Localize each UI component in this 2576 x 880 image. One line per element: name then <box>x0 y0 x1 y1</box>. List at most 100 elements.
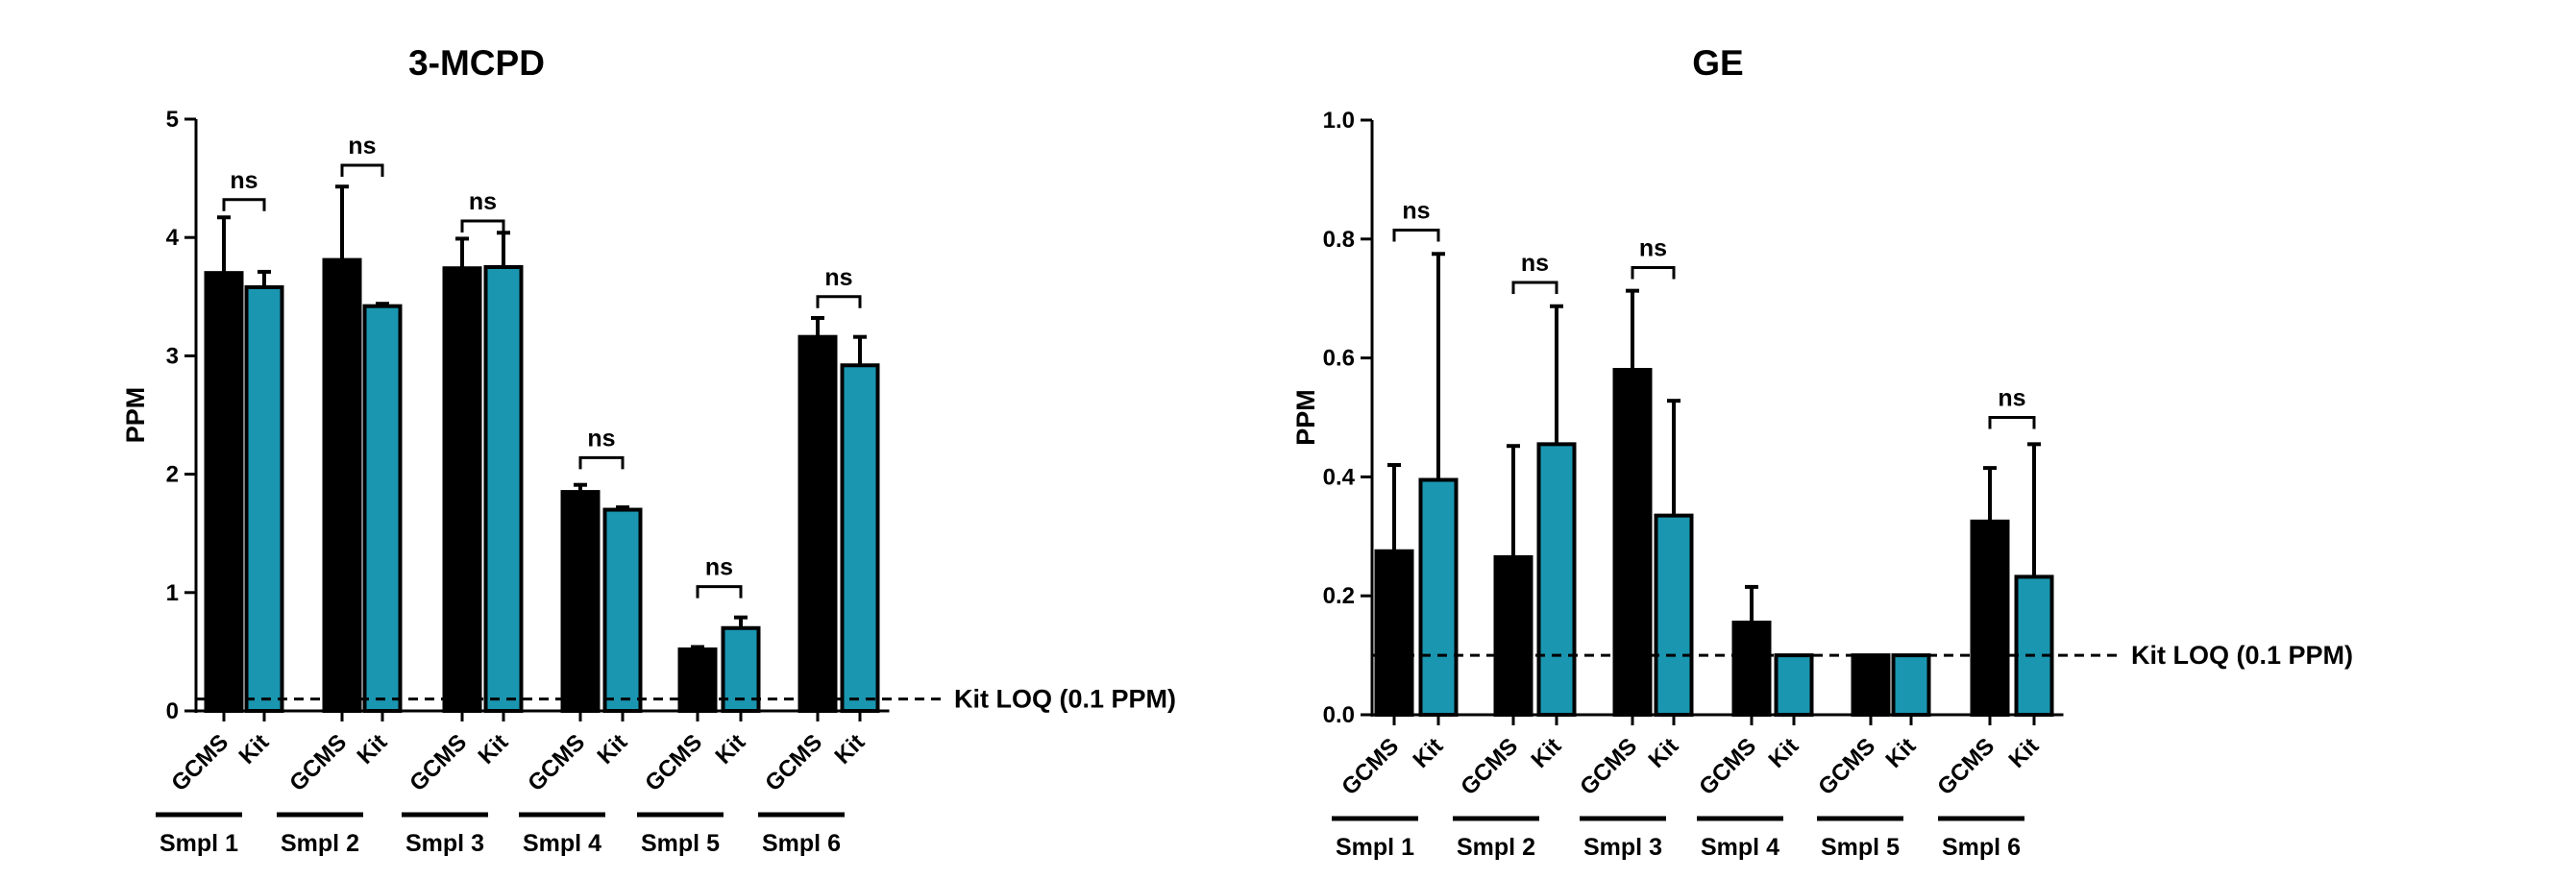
y-tick-label: 0.8 <box>1323 227 1355 253</box>
x-tick-label: Kit <box>1409 733 1449 773</box>
group-label: Smpl 2 <box>281 830 359 857</box>
y-tick-label: 4 <box>166 225 180 251</box>
bar <box>1418 477 1459 717</box>
significance-bracket <box>578 455 625 470</box>
x-tick-label: Kit <box>1764 733 1804 773</box>
y-tick-label: 2 <box>166 462 179 488</box>
bar <box>677 647 718 713</box>
y-tick-label: 1 <box>166 580 179 606</box>
x-tick-label: Kit <box>711 729 751 770</box>
bar <box>483 265 524 713</box>
x-tick-label: GCMS <box>1456 733 1523 800</box>
reference-line-label: Kit LOQ (0.1 PPM) <box>2131 641 2353 670</box>
bar <box>204 271 244 713</box>
group-label: Smpl 5 <box>641 830 720 857</box>
group-label: Smpl 4 <box>523 830 601 857</box>
bar <box>797 334 838 713</box>
bar <box>322 257 362 713</box>
group-label: Smpl 3 <box>405 830 484 857</box>
significance-label: ns <box>348 133 376 159</box>
y-tick-label: 3 <box>166 343 179 369</box>
group-label: Smpl 4 <box>1701 834 1779 861</box>
y-tick-label: 5 <box>166 107 179 133</box>
x-tick-label: Kit <box>1644 733 1684 773</box>
x-tick-label: Kit <box>593 729 633 770</box>
bar <box>362 304 403 713</box>
significance-bracket <box>1511 281 1558 294</box>
significance-label: ns <box>1521 250 1549 277</box>
bar <box>840 363 880 713</box>
x-tick-label: GCMS <box>760 729 827 796</box>
significance-label: ns <box>705 554 733 581</box>
chart-title: 3-MCPD <box>408 43 545 83</box>
x-tick-label: GCMS <box>405 729 472 796</box>
group-label: Smpl 3 <box>1583 834 1662 861</box>
significance-label: ns <box>587 425 615 452</box>
significance-label: ns <box>1402 198 1430 225</box>
x-tick-label: GCMS <box>1813 733 1880 800</box>
bar <box>1536 442 1577 717</box>
y-axis-label: PPM <box>1291 389 1320 446</box>
x-tick-label: GCMS <box>166 729 233 796</box>
group-label: Smpl 6 <box>762 830 841 857</box>
x-tick-label: Kit <box>1881 733 1922 773</box>
significance-bracket <box>460 219 505 232</box>
significance-bracket <box>222 198 266 211</box>
x-tick-label: GCMS <box>1932 733 1999 800</box>
x-tick-label: GCMS <box>1575 733 1642 800</box>
x-tick-label: Kit <box>830 729 871 770</box>
group-label: Smpl 5 <box>1821 834 1900 861</box>
significance-bracket <box>1631 266 1676 280</box>
x-tick-label: GCMS <box>1694 733 1761 800</box>
significance-label: ns <box>824 264 852 291</box>
x-tick-label: GCMS <box>1337 733 1404 800</box>
y-tick-label: 0.4 <box>1323 464 1356 490</box>
bar <box>1774 653 1814 717</box>
significance-bracket <box>1988 416 2036 429</box>
significance-label: ns <box>1639 235 1667 262</box>
significance-label: ns <box>1998 385 2025 412</box>
bar <box>1851 653 1891 717</box>
significance-bracket <box>340 163 384 178</box>
bar <box>560 490 601 714</box>
significance-bracket <box>696 585 743 599</box>
chart-title: GE <box>1692 43 1743 83</box>
x-tick-label: Kit <box>1527 733 1567 773</box>
significance-label: ns <box>469 188 497 215</box>
x-tick-label: GCMS <box>284 729 352 796</box>
bar <box>1891 653 1931 717</box>
bar <box>2014 574 2054 718</box>
bar <box>602 507 643 713</box>
bar <box>1654 513 1694 718</box>
x-tick-label: Kit <box>353 729 393 770</box>
bar <box>442 266 482 713</box>
significance-label: ns <box>230 167 258 194</box>
group-label: Smpl 6 <box>1942 834 2021 861</box>
y-tick-label: 0.0 <box>1323 702 1355 728</box>
x-tick-label: Kit <box>234 729 275 770</box>
y-tick-label: 1.0 <box>1323 108 1355 134</box>
significance-bracket <box>816 295 862 308</box>
bar <box>1612 367 1653 717</box>
significance-bracket <box>1392 229 1440 242</box>
bar <box>1493 554 1533 718</box>
group-label: Smpl 2 <box>1457 834 1535 861</box>
x-tick-label: Kit <box>2004 733 2045 773</box>
x-tick-label: Kit <box>474 729 514 770</box>
group-label: Smpl 1 <box>159 830 238 857</box>
bar <box>1374 549 1414 718</box>
x-tick-label: GCMS <box>523 729 590 796</box>
group-label: Smpl 1 <box>1336 834 1414 861</box>
y-axis-label: PPM <box>121 387 150 444</box>
y-tick-label: 0.2 <box>1323 583 1355 609</box>
reference-line-label: Kit LOQ (0.1 PPM) <box>954 685 1176 714</box>
bar <box>1731 621 1772 717</box>
y-tick-label: 0.6 <box>1323 346 1355 372</box>
x-tick-label: GCMS <box>640 729 707 796</box>
bar <box>1970 519 2010 718</box>
bar <box>244 284 284 713</box>
y-tick-label: 0 <box>166 698 179 724</box>
